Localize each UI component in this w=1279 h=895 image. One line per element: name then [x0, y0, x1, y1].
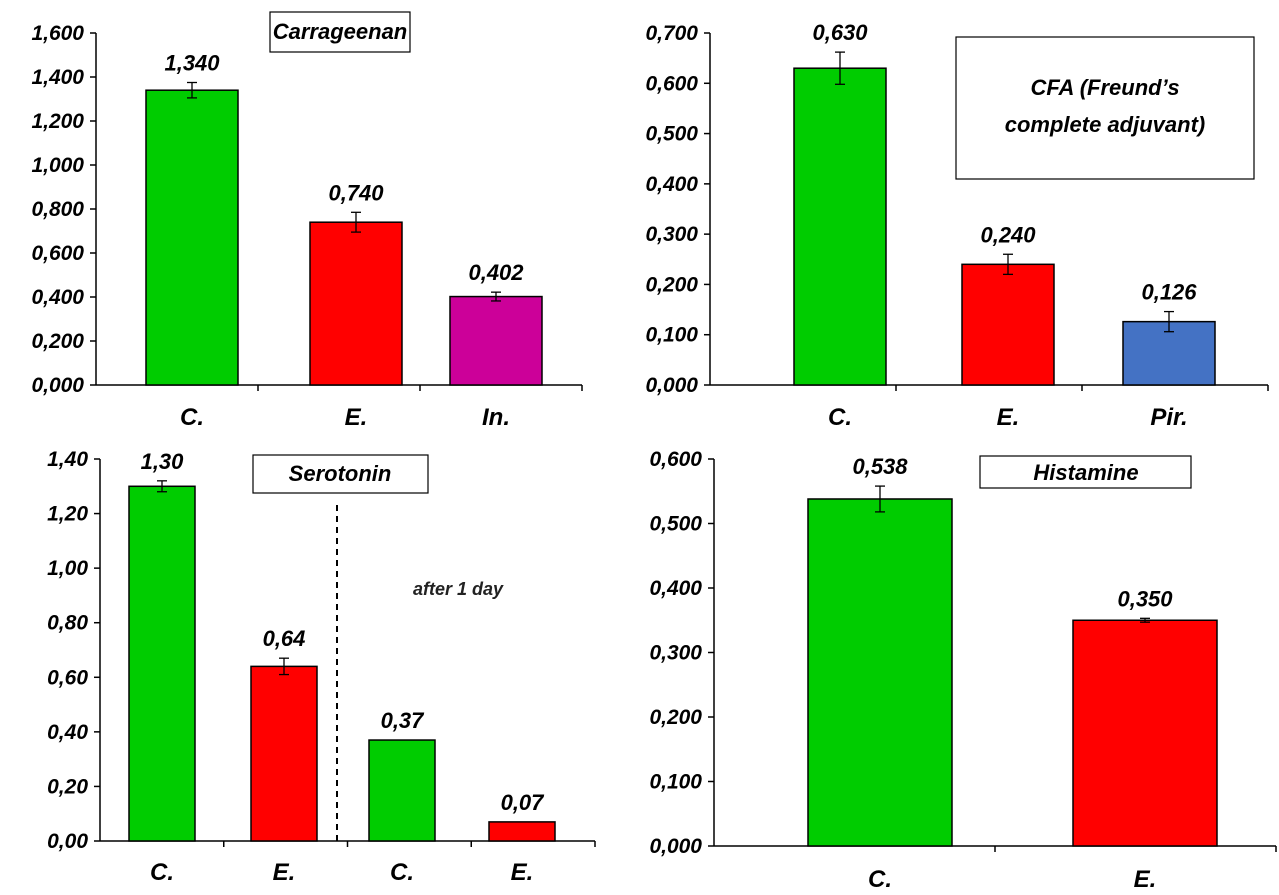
x-tick-label: C.	[868, 866, 892, 893]
y-tick-label: 0,500	[645, 123, 698, 146]
x-tick-label: E.	[511, 859, 534, 886]
y-tick-label: 0,000	[649, 835, 702, 858]
y-tick-label: 1,40	[47, 448, 88, 471]
y-tick-label: 0,200	[31, 330, 84, 353]
bar-3	[368, 739, 436, 842]
chart-panel-2: 0,000 0,100 0,200 0,300 0,400 0,500 0,600 0,700…	[645, 20, 1269, 431]
y-tick-label: 1,20	[47, 503, 88, 526]
y-tick-label: 0,00	[47, 830, 88, 853]
y-tick-label: 0,80	[47, 612, 88, 635]
bar-4	[488, 821, 556, 842]
y-tick-label: 0,600	[649, 448, 702, 471]
bar-2	[309, 221, 403, 386]
y-tick-label: 0,40	[47, 721, 88, 744]
y-tick-label: 0,20	[47, 775, 88, 798]
x-tick-label: In.	[482, 404, 510, 431]
x-tick-label: E.	[345, 404, 368, 431]
data-label: 0,07	[501, 790, 546, 815]
x-tick-label: C.	[180, 404, 204, 431]
data-label: 0,64	[263, 626, 306, 651]
x-tick-label: E.	[997, 404, 1020, 431]
x-tick-label: Pir.	[1150, 404, 1187, 431]
data-label: 0,240	[980, 222, 1036, 247]
chart-title: CFA (Freund’s	[1030, 75, 1179, 100]
y-tick-label: 0,700	[645, 22, 698, 45]
y-tick-label: 1,600	[31, 22, 84, 45]
y-tick-label: 0,200	[645, 273, 698, 296]
y-tick-label: 0,000	[31, 374, 84, 397]
bar-1	[793, 67, 887, 386]
chart-title: Serotonin	[289, 461, 392, 486]
y-tick-label: 0,000	[645, 374, 698, 397]
y-tick-label: 0,400	[649, 577, 702, 600]
y-tick-label: 0,300	[645, 223, 698, 246]
y-tick-label: 1,00	[47, 557, 88, 580]
title-box	[252, 454, 429, 494]
data-label: 1,340	[164, 51, 220, 76]
title-box	[955, 36, 1255, 180]
x-tick-label: C.	[390, 859, 414, 886]
title-box	[269, 11, 411, 53]
title-box	[979, 455, 1192, 489]
chart-title: complete adjuvant)	[1005, 112, 1205, 137]
bar-1	[145, 89, 239, 386]
data-label: 0,630	[812, 20, 868, 45]
y-tick-label: 0,100	[649, 771, 702, 794]
x-tick-label: C.	[828, 404, 852, 431]
annotation: after 1 day	[413, 579, 504, 599]
data-label: 0,402	[468, 260, 524, 285]
y-tick-label: 1,200	[31, 110, 84, 133]
y-tick-label: 1,000	[31, 154, 84, 177]
data-label: 1,30	[141, 449, 185, 474]
y-tick-label: 0,200	[649, 706, 702, 729]
bar-2	[1072, 619, 1218, 847]
x-tick-label: E.	[1134, 866, 1157, 893]
y-tick-label: 1,400	[31, 66, 84, 89]
x-tick-label: C.	[150, 859, 174, 886]
chart-title: Histamine	[1033, 460, 1138, 485]
y-tick-label: 0,600	[645, 72, 698, 95]
bar-3	[449, 295, 543, 386]
bar-1	[128, 485, 196, 842]
x-tick-label: E.	[273, 859, 296, 886]
data-label: 0,740	[328, 180, 384, 205]
chart-title: Carrageenan	[273, 19, 408, 44]
chart-panel-1: 0,000 0,200 0,400 0,600 0,800 1,000 1,200 1,400…	[31, 11, 583, 431]
y-tick-label: 0,400	[645, 173, 698, 196]
y-tick-label: 0,60	[47, 666, 88, 689]
bar-1	[807, 498, 953, 847]
y-tick-label: 0,800	[31, 198, 84, 221]
data-label: 0,538	[852, 454, 908, 479]
chart-panel-4: 0,000 0,100 0,200 0,300 0,400 0,500 0,600 0,538…	[649, 448, 1277, 893]
y-tick-label: 0,500	[649, 513, 702, 536]
data-label: 0,37	[381, 708, 426, 733]
y-tick-label: 0,100	[645, 324, 698, 347]
y-tick-label: 0,300	[649, 642, 702, 665]
chart-panel-3: 0,00 0,20 0,40 0,60 0,80 1,00 1,20 1,40 1,30 C. 0,…	[47, 448, 596, 886]
bar-2	[250, 665, 318, 842]
data-label: 0,350	[1117, 586, 1173, 611]
bar-2	[961, 263, 1055, 386]
y-tick-label: 0,600	[31, 242, 84, 265]
data-label: 0,126	[1141, 280, 1197, 305]
y-tick-label: 0,400	[31, 286, 84, 309]
